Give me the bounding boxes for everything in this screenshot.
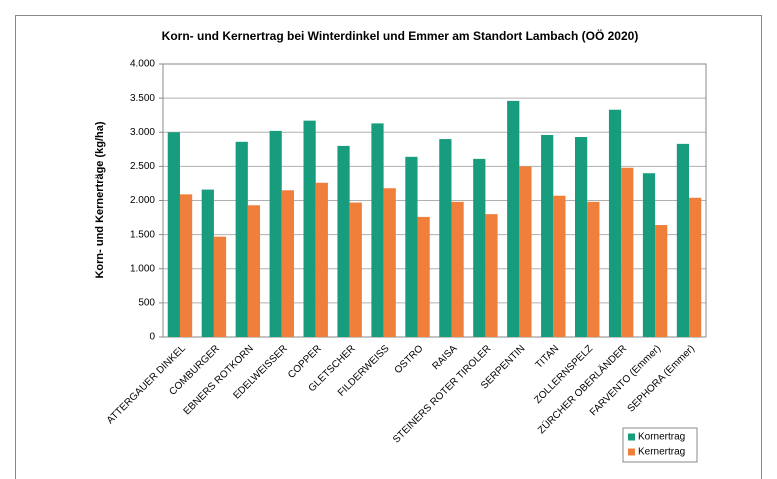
bar (337, 145, 350, 337)
y-tick-label: 500 (138, 298, 155, 309)
y-tick-label: 3.000 (130, 127, 155, 138)
x-tick-label: ZOLLERNSPELZ (532, 343, 595, 406)
bar (371, 123, 384, 337)
y-tick-label: 1.500 (130, 229, 155, 240)
legend-box (622, 427, 698, 463)
bar (655, 225, 668, 337)
y-tick-label: 4.000 (130, 59, 155, 70)
bar (179, 194, 193, 337)
y-tick-label: 2.500 (130, 161, 155, 172)
bar (235, 141, 248, 337)
bar (383, 188, 396, 337)
bar (201, 189, 214, 337)
y-tick-label: 3.500 (130, 93, 155, 104)
bar (541, 134, 554, 337)
bar (281, 190, 294, 337)
bar (587, 201, 600, 337)
bar (473, 158, 486, 337)
legend-label: Kernertrag (638, 447, 685, 458)
bar (689, 197, 702, 337)
bar (303, 120, 316, 338)
bar (269, 130, 282, 337)
bar (575, 137, 588, 337)
chart-title: Korn- und Kernertrag bei Winterdinkel un… (162, 28, 639, 43)
legend-swatch (628, 448, 635, 456)
plot-border (162, 63, 707, 338)
bar (621, 167, 634, 337)
legend-swatch (628, 433, 635, 441)
y-tick-label: 1.000 (130, 263, 155, 274)
chart-border (15, 15, 762, 479)
bar (451, 201, 464, 337)
x-tick-label: RAISA (430, 343, 459, 372)
y-tick-label: 0 (149, 332, 155, 343)
bar (349, 202, 362, 337)
bar (553, 195, 566, 337)
bar (507, 100, 520, 337)
bar (642, 173, 656, 337)
x-tick-label: OSTRO (393, 343, 426, 376)
x-tick-label: TITAN (534, 343, 562, 371)
bar (247, 205, 261, 337)
bar (315, 182, 328, 337)
bar (213, 236, 227, 337)
bar (439, 139, 452, 337)
bar (405, 156, 418, 337)
y-tick-label: 2.000 (130, 195, 155, 206)
bar (676, 143, 690, 337)
y-axis-label: Korn- und Kernerträge (kg/ha) (94, 121, 106, 278)
bar (519, 166, 532, 337)
bar (608, 109, 622, 337)
bar (485, 214, 498, 337)
bar (417, 216, 430, 337)
legend-label: Kornertrag (638, 432, 685, 443)
x-tick-label: SEPHORA (Emmer) (626, 343, 697, 414)
bar (167, 132, 180, 337)
